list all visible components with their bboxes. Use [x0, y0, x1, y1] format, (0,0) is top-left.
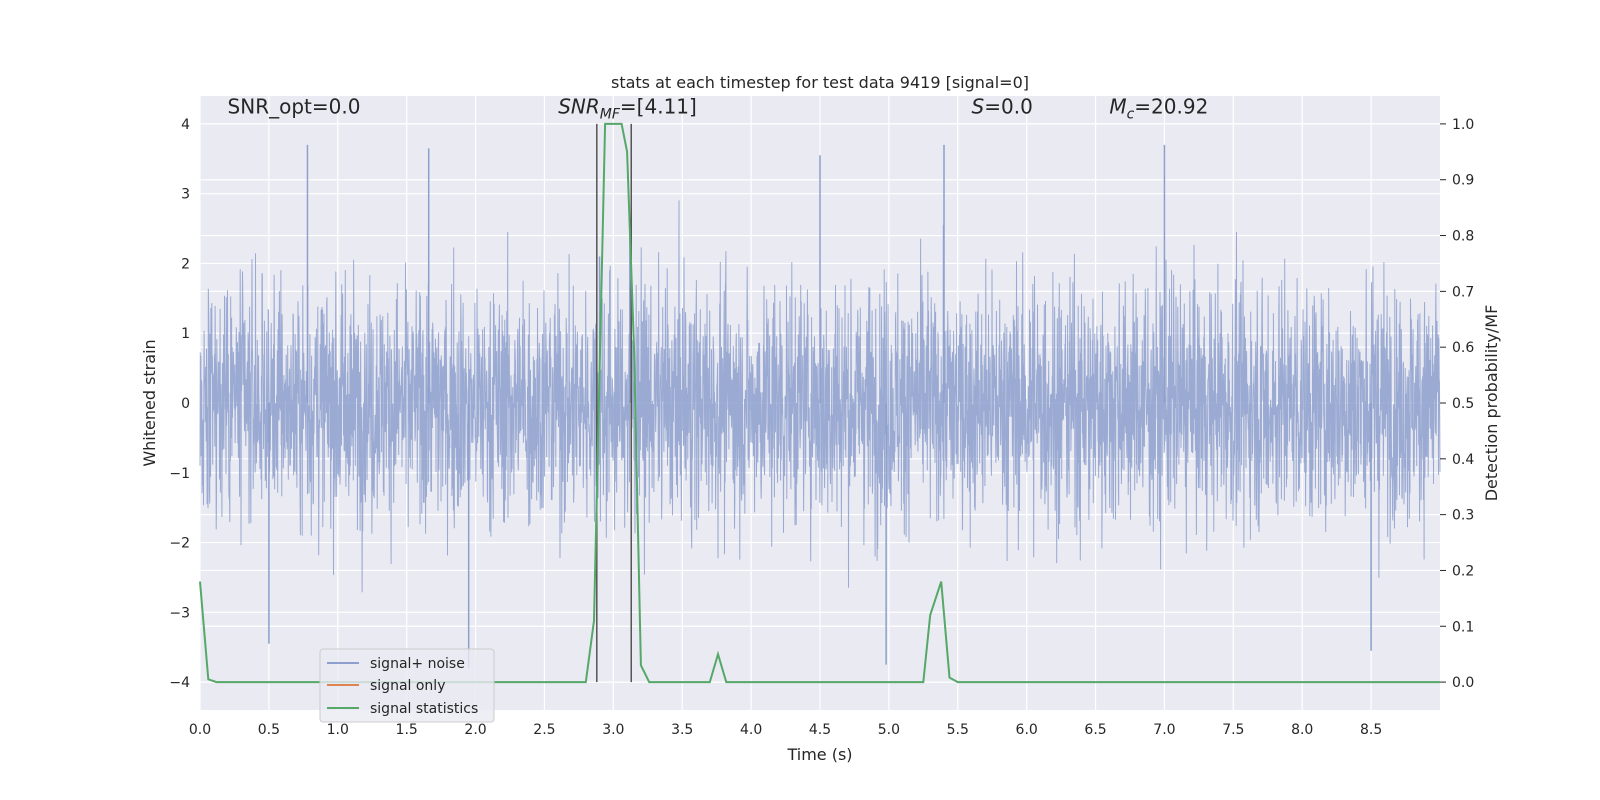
stats-series: [199, 122, 1440, 684]
y2-tick-label-1: 0.1: [1452, 619, 1474, 635]
x-tick-label-16: 8.0: [1291, 722, 1313, 738]
legend-label-noise: signal+ noise: [370, 656, 465, 672]
chart-title: stats at each timestep for test data 941…: [611, 73, 1029, 92]
legend-box: [319, 648, 495, 723]
y-axis-label: Whitened strain: [140, 339, 159, 466]
annotation-1: SNRMF=[4.11]: [558, 94, 697, 122]
annotation-2: S=0.0: [972, 94, 1033, 118]
x-tick-label-7: 3.5: [671, 722, 693, 738]
x-tick-label-11: 5.5: [947, 722, 969, 738]
y2-tick-label-8: 0.8: [1452, 229, 1474, 245]
annotation-0: SNR_opt=0.0: [228, 94, 361, 118]
y-tick-label-5: 1: [181, 326, 190, 342]
x-tick-label-12: 6.0: [1016, 722, 1038, 738]
x-axis-ticks: 0.0 0.5 1.0 1.5 2.0 2.5 3.0 3.5 4.0 4.5 5.0 5.5 6.0 6…: [189, 722, 1382, 738]
x-tick-label-15: 7.5: [1222, 722, 1244, 738]
legend: signal+ noise signal only signal statist…: [319, 648, 495, 723]
noise-line: [199, 200, 1441, 593]
x-tick-label-9: 4.5: [809, 722, 831, 738]
y-tick-label-3: −1: [169, 466, 190, 482]
x-tick-label-1: 0.5: [258, 722, 280, 738]
y2-tick-label-2: 0.2: [1452, 563, 1474, 579]
x-tick-label-0: 0.0: [189, 722, 211, 738]
y-tick-label-4: 0: [181, 396, 190, 412]
y2-tick-label-10: 1.0: [1452, 117, 1474, 133]
x-tick-label-8: 4.0: [740, 722, 762, 738]
x-tick-label-17: 8.5: [1360, 722, 1382, 738]
stats-line: [199, 122, 1440, 684]
y2-tick-label-3: 0.3: [1452, 508, 1474, 524]
x-tick-label-13: 6.5: [1084, 722, 1106, 738]
noise-series: [199, 144, 1441, 669]
x-tick-label-10: 5.0: [878, 722, 900, 738]
annotation-3: Mc=20.92: [1109, 94, 1208, 122]
y-tick-label-7: 3: [181, 187, 190, 203]
y-tick-label-2: −2: [169, 536, 190, 552]
x-tick-label-3: 1.5: [396, 722, 418, 738]
y-tick-label-6: 2: [181, 256, 190, 272]
legend-label-stats: signal statistics: [370, 701, 478, 717]
y2-tick-label-4: 0.4: [1452, 452, 1474, 468]
y2-axis-label: Detection probability/MF: [1482, 305, 1501, 502]
detection-markers: [596, 123, 632, 683]
y-tick-label-0: −4: [169, 675, 190, 691]
y-tick-label-8: 4: [181, 117, 190, 133]
x-tick-label-4: 2.0: [464, 722, 486, 738]
y2-tick-label-5: 0.5: [1452, 396, 1474, 412]
x-tick-label-6: 3.0: [602, 722, 624, 738]
y-tick-label-1: −3: [169, 605, 190, 621]
y2-tick-label-9: 0.9: [1452, 173, 1474, 189]
y2-tick-label-0: 0.0: [1452, 675, 1474, 691]
x-tick-label-2: 1.0: [327, 722, 349, 738]
y2-axis-ticks: 0.0 0.1 0.2 0.3 0.4 0.5 0.6 0.7 0.8 0.9 1.0: [1440, 117, 1474, 691]
y2-tick-label-6: 0.6: [1452, 340, 1474, 356]
annotations: SNR_opt=0.0 SNRMF=[4.11] S=0.0 Mc=20.92: [228, 94, 1209, 122]
y2-tick-label-7: 0.7: [1452, 284, 1474, 300]
x-axis-label: Time (s): [786, 745, 852, 764]
y-axis-ticks: −4 −3 −2 −1 0 1 2 3 4: [169, 117, 190, 691]
x-tick-label-14: 7.0: [1153, 722, 1175, 738]
x-tick-label-5: 2.5: [533, 722, 555, 738]
legend-label-signal: signal only: [370, 678, 445, 694]
